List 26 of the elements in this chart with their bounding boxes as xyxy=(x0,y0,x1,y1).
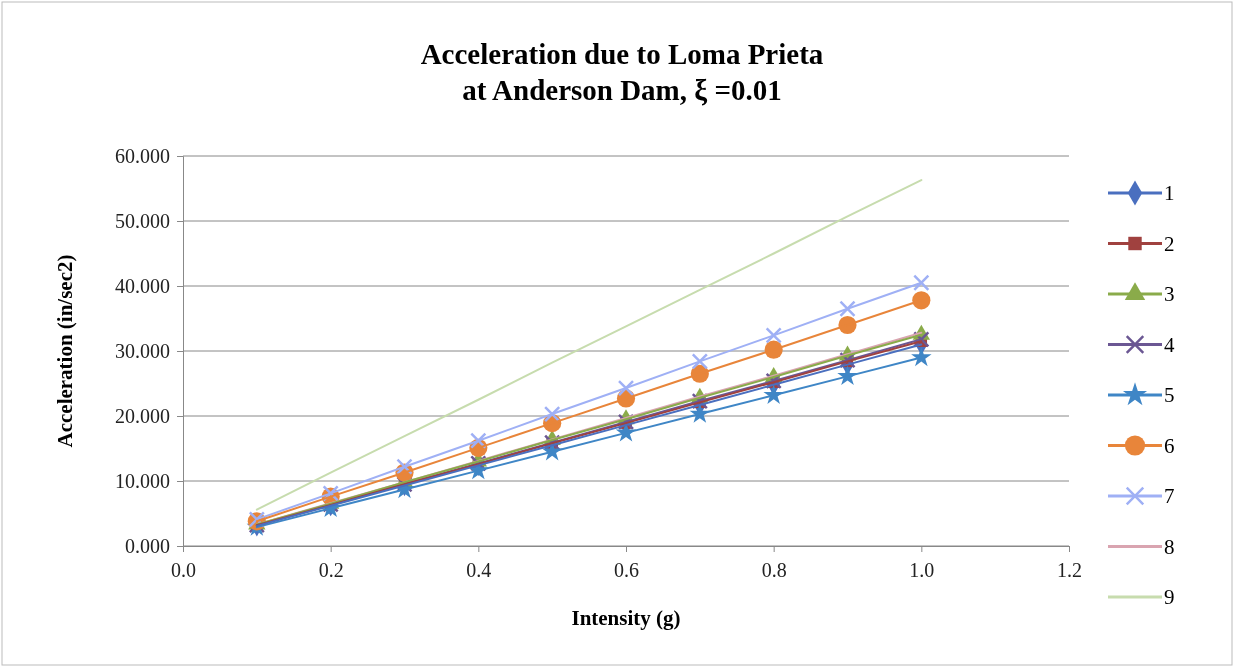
y-tick-label: 0.000 xyxy=(125,534,170,557)
legend-label: 6 xyxy=(1164,433,1175,458)
legend-label: 3 xyxy=(1164,282,1175,306)
y-tick-label: 20.000 xyxy=(115,404,170,427)
x-tick-label: 0.4 xyxy=(466,559,492,581)
legend-label: 4 xyxy=(1164,332,1175,357)
legend-label: 1 xyxy=(1164,181,1175,205)
x-tick-label: 1.0 xyxy=(909,559,935,581)
legend-label: 5 xyxy=(1164,383,1175,407)
x-tick-label: 0.2 xyxy=(318,559,344,581)
y-tick-label: 50.000 xyxy=(115,209,170,232)
y-tick-label: 30.000 xyxy=(115,339,170,362)
legend-label: 8 xyxy=(1164,534,1175,559)
x-tick-label: 1.2 xyxy=(1057,559,1082,581)
x-tick-label: 0.8 xyxy=(761,559,787,581)
y-tick-label: 10.000 xyxy=(115,469,170,492)
legend-label: 2 xyxy=(1164,231,1175,256)
y-axis-title: Acceleration (in/sec2) xyxy=(53,254,77,448)
x-tick-label: 0.0 xyxy=(171,559,196,581)
chart-title: Acceleration due to Loma Prieta at Anderson Dam, ξ =0.01 xyxy=(420,38,824,106)
y-tick-label: 40.000 xyxy=(115,274,170,297)
y-tick-label: 60.000 xyxy=(115,144,170,167)
legend-label: 9 xyxy=(1164,585,1175,609)
x-tick-label: 0.6 xyxy=(614,559,639,581)
legend-label: 7 xyxy=(1164,484,1175,508)
x-axis-title: Intensity (g) xyxy=(571,606,681,630)
